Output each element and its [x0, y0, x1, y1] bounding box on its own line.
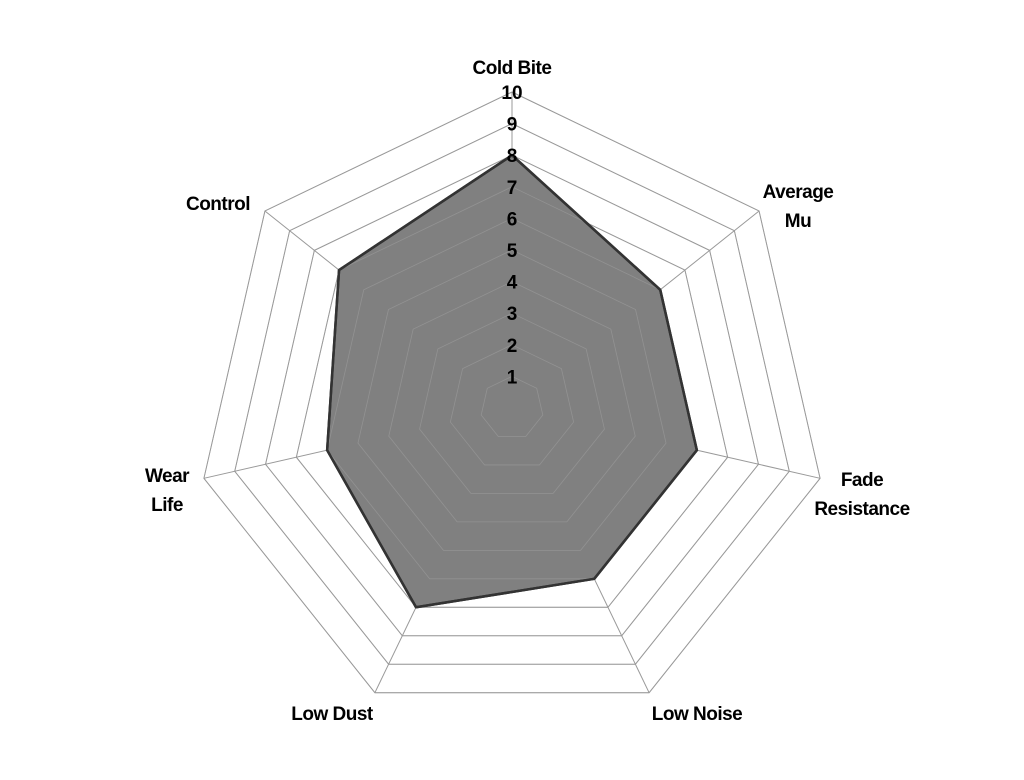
axis-label: Resistance — [814, 499, 909, 520]
axis-label: Mu — [785, 211, 811, 232]
data-series-outline — [325, 153, 699, 609]
grid-ring-overlay — [449, 344, 575, 466]
axis-label: Control — [186, 194, 250, 215]
r-tick-label: 7 — [507, 178, 518, 199]
grid-ring-overlay — [265, 154, 759, 637]
grid-ring-overlay — [419, 312, 605, 494]
axis-label: Cold Bite — [473, 58, 552, 79]
axis-label: Life — [151, 495, 183, 516]
r-tick-label: 3 — [507, 304, 518, 325]
grid-ring-overlay — [388, 281, 636, 523]
r-tick-label: 1 — [507, 367, 518, 388]
axis-label: Fade — [841, 470, 883, 491]
axis-label: Average — [763, 182, 834, 203]
r-tick-label: 8 — [507, 146, 518, 167]
grid-ring-overlay — [295, 186, 729, 608]
r-tick-label: 6 — [507, 209, 518, 230]
axis-label: Low Dust — [291, 704, 374, 725]
axis-label: Wear — [145, 466, 190, 487]
r-tick-label: 5 — [507, 241, 518, 262]
axis-label: Low Noise — [652, 704, 743, 725]
grid-ring-overlay — [234, 123, 790, 665]
grid-ring-overlay — [357, 249, 667, 551]
r-tick-label: 2 — [507, 336, 518, 357]
r-tick-label: 10 — [501, 83, 522, 104]
grid-ring-overlay — [480, 375, 544, 437]
grid-ring-overlay — [203, 91, 821, 694]
r-tick-label: 4 — [507, 273, 518, 294]
r-tick-label: 9 — [507, 115, 518, 136]
